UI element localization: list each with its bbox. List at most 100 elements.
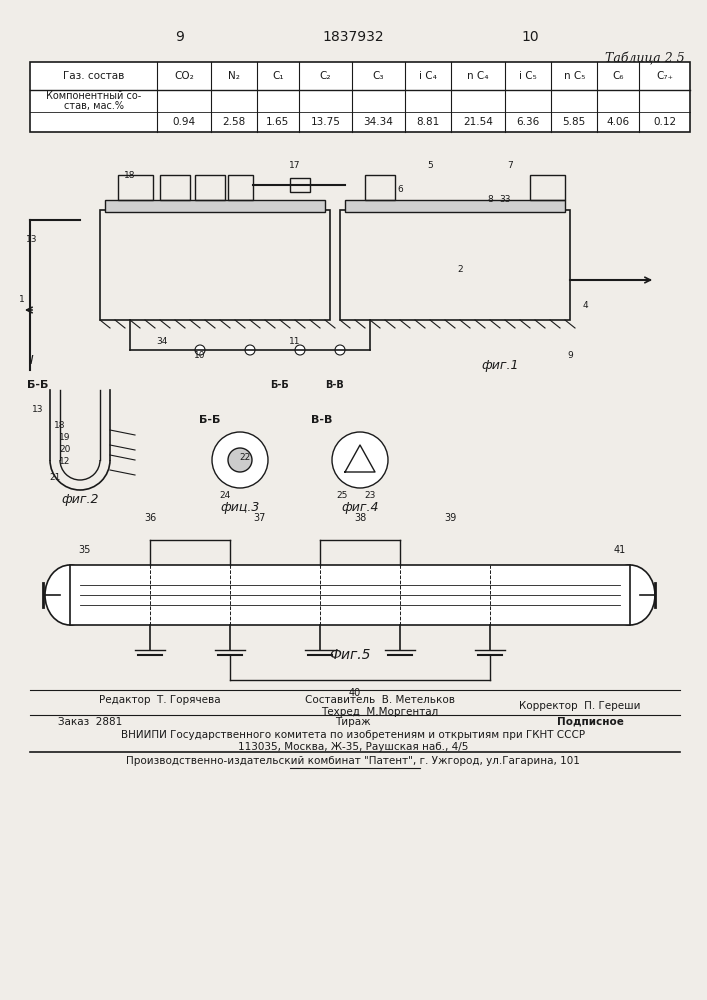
Text: 13: 13: [26, 235, 37, 244]
Text: ВНИИПИ Государственного комитета по изобретениям и открытиям при ГКНТ СССР: ВНИИПИ Государственного комитета по изоб…: [121, 730, 585, 740]
Bar: [118, 175, 153, 200]
Bar: [340, 210, 570, 320]
Text: 6: 6: [397, 186, 403, 194]
Text: 2: 2: [457, 265, 463, 274]
Bar: [160, 175, 190, 200]
Bar: [100, 210, 330, 320]
Text: фиц.3: фиц.3: [221, 502, 259, 514]
Text: 22: 22: [240, 452, 250, 462]
Text: Б-Б: Б-Б: [28, 380, 49, 390]
Text: 39: 39: [444, 513, 456, 523]
Text: 41: 41: [614, 545, 626, 555]
Text: 19: 19: [59, 434, 71, 442]
Bar: [530, 175, 565, 200]
Text: 6.36: 6.36: [516, 117, 539, 127]
Text: 13.75: 13.75: [310, 117, 340, 127]
Text: 9: 9: [567, 351, 573, 360]
Text: 8: 8: [487, 196, 493, 205]
Text: CO₂: CO₂: [174, 71, 194, 81]
Text: i C₅: i C₅: [519, 71, 537, 81]
Text: Газ. состав: Газ. состав: [63, 71, 124, 81]
Circle shape: [295, 345, 305, 355]
Text: C₃: C₃: [373, 71, 385, 81]
Text: 11: 11: [289, 338, 300, 347]
Text: 1837932: 1837932: [322, 30, 384, 44]
Text: Тираж: Тираж: [335, 717, 370, 727]
Text: 20: 20: [59, 446, 71, 454]
Bar: [290, 178, 310, 192]
Text: 4.06: 4.06: [607, 117, 630, 127]
Text: 1.65: 1.65: [266, 117, 289, 127]
Text: 36: 36: [144, 513, 156, 523]
Text: n C₅: n C₅: [563, 71, 585, 81]
Text: 9: 9: [175, 30, 185, 44]
Text: n C₄: n C₄: [467, 71, 489, 81]
Text: 12: 12: [59, 458, 71, 466]
Text: 34.34: 34.34: [363, 117, 394, 127]
Text: 17: 17: [289, 160, 300, 169]
Text: 35: 35: [78, 545, 91, 555]
Text: 4: 4: [582, 300, 588, 310]
Text: 1: 1: [19, 296, 25, 304]
Text: 38: 38: [354, 513, 366, 523]
Text: Корректор  П. Гереши: Корректор П. Гереши: [519, 701, 641, 711]
Text: Подписное: Подписное: [556, 717, 624, 727]
Text: 2.58: 2.58: [222, 117, 245, 127]
Text: Производственно-издательский комбинат "Патент", г. Ужгород, ул.Гагарина, 101: Производственно-издательский комбинат "П…: [126, 756, 580, 766]
Circle shape: [335, 345, 345, 355]
Text: C₆: C₆: [612, 71, 624, 81]
Text: 10: 10: [521, 30, 539, 44]
Text: Редактор  Т. Горячева: Редактор Т. Горячева: [99, 695, 221, 705]
Text: 7: 7: [507, 160, 513, 169]
Text: 5: 5: [427, 160, 433, 169]
Text: В-В: В-В: [326, 380, 344, 390]
Circle shape: [195, 345, 205, 355]
Circle shape: [212, 432, 268, 488]
Text: 13: 13: [33, 406, 44, 414]
Text: Фиг.5: Фиг.5: [329, 648, 370, 662]
Text: N₂: N₂: [228, 71, 240, 81]
Text: Б-Б: Б-Б: [271, 380, 289, 390]
Text: 34: 34: [156, 338, 168, 347]
Text: 33: 33: [499, 196, 510, 205]
Text: C₁: C₁: [272, 71, 284, 81]
Circle shape: [228, 448, 252, 472]
Text: 40: 40: [349, 688, 361, 698]
Text: 18: 18: [124, 170, 136, 180]
Text: 5.85: 5.85: [563, 117, 586, 127]
Text: Техред  М.Моргентал: Техред М.Моргентал: [322, 707, 438, 717]
Text: C₂: C₂: [320, 71, 331, 81]
Bar: [345, 200, 565, 212]
Bar: [105, 200, 325, 212]
Text: 21.54: 21.54: [463, 117, 493, 127]
Ellipse shape: [45, 565, 95, 625]
Text: 18: 18: [54, 420, 66, 430]
Text: C₇₊: C₇₊: [656, 71, 673, 81]
Text: Б-Б: Б-Б: [199, 415, 221, 425]
Text: 21: 21: [49, 473, 61, 482]
Bar: [365, 175, 395, 200]
Text: Составитель  В. Метельков: Составитель В. Метельков: [305, 695, 455, 705]
Bar: [228, 175, 253, 200]
Circle shape: [245, 345, 255, 355]
Bar: [30, 62, 690, 132]
Text: фиг.1: фиг.1: [481, 359, 519, 371]
Bar: [70, 565, 630, 625]
Text: Таблица 2 5: Таблица 2 5: [605, 52, 685, 65]
Text: 37: 37: [254, 513, 267, 523]
Text: фиг.4: фиг.4: [341, 502, 379, 514]
Text: став, мас.%: став, мас.%: [64, 101, 124, 111]
Circle shape: [332, 432, 388, 488]
Bar: [195, 175, 225, 200]
Text: 23: 23: [364, 490, 375, 499]
Text: 0.94: 0.94: [173, 117, 196, 127]
Text: 8.81: 8.81: [416, 117, 440, 127]
Text: 113035, Москва, Ж-35, Раушская наб., 4/5: 113035, Москва, Ж-35, Раушская наб., 4/5: [238, 742, 468, 752]
Text: Компонентный со-: Компонентный со-: [46, 91, 141, 101]
Text: 10: 10: [194, 351, 206, 360]
Text: Заказ  2881: Заказ 2881: [58, 717, 122, 727]
Text: 24: 24: [219, 490, 230, 499]
Text: В-В: В-В: [311, 415, 333, 425]
Ellipse shape: [605, 565, 655, 625]
Text: i C₄: i C₄: [419, 71, 437, 81]
